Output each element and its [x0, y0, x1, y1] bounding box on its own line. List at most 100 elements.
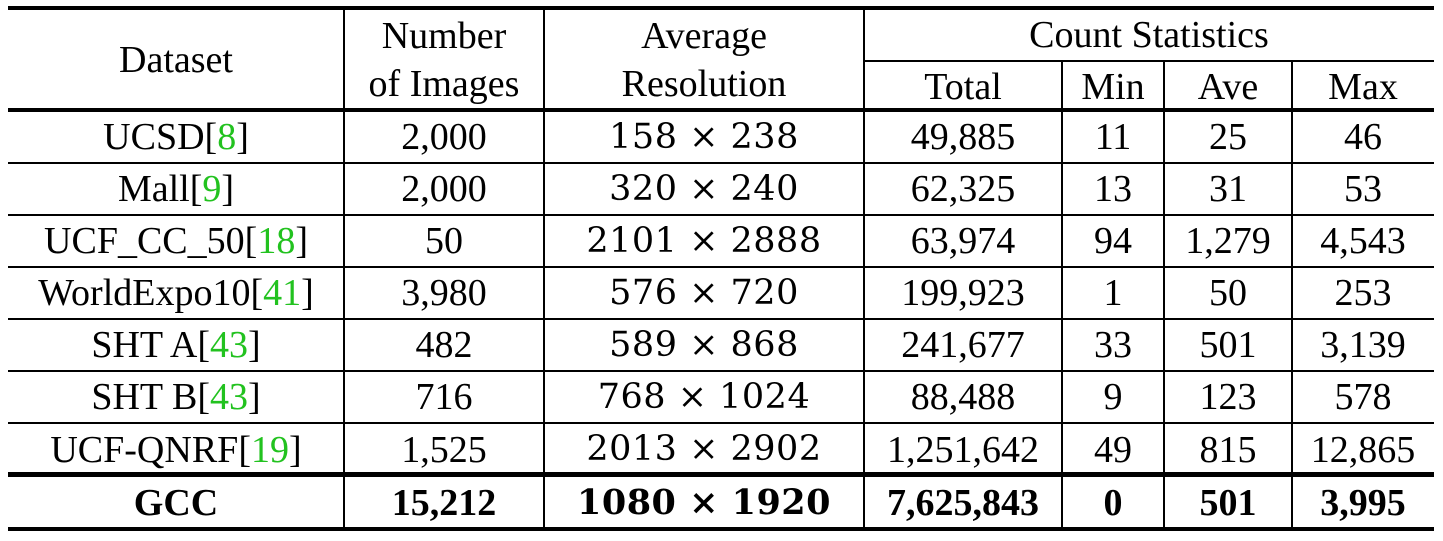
ref-close-bracket: ] — [236, 116, 249, 158]
table-rule — [8, 266, 1434, 268]
table-rule — [8, 422, 1434, 424]
count-min-value: 0 — [1103, 481, 1123, 524]
images-count-value: 482 — [415, 324, 473, 366]
average-resolution: 158 × 238 — [544, 111, 864, 163]
count-max-value: 46 — [1344, 116, 1382, 158]
images-count: 15,212 — [344, 476, 544, 529]
dataset-name: UCF_CC_50 [18] — [8, 215, 344, 267]
count-ave-value: 815 — [1199, 428, 1257, 471]
count-ave: 501 — [1164, 319, 1292, 371]
count-max-value: 3,995 — [1320, 481, 1406, 524]
count-total-value: 88,488 — [910, 376, 1016, 418]
images-count: 482 — [344, 319, 544, 371]
header-count-statistics-label: Count Statistics — [1029, 14, 1269, 56]
images-count-value: 716 — [415, 376, 473, 418]
average-resolution: 2101 × 2888 — [544, 215, 864, 267]
column-divider — [543, 8, 545, 529]
images-count: 3,980 — [344, 267, 544, 319]
average-resolution: 1080 × 1920 — [544, 476, 864, 529]
count-ave-value: 1,279 — [1185, 220, 1271, 262]
count-max-value: 578 — [1334, 376, 1392, 418]
average-resolution: 768 × 1024 — [544, 371, 864, 423]
count-min-value: 13 — [1094, 168, 1132, 210]
table-rule — [8, 472, 1434, 477]
count-max-value: 12,865 — [1310, 428, 1416, 471]
reference-link[interactable]: 19 — [250, 428, 289, 471]
count-ave: 50 — [1164, 267, 1292, 319]
images-count-value: 3,980 — [401, 272, 487, 314]
table-rule — [8, 6, 1434, 10]
count-ave-value: 31 — [1209, 168, 1247, 210]
count-max: 12,865 — [1292, 423, 1434, 476]
images-count-value: 1,525 — [401, 428, 487, 471]
average-resolution: 320 × 240 — [544, 163, 864, 215]
ref-close-bracket: ] — [295, 220, 308, 262]
header-resolution-line2: Resolution — [621, 62, 787, 105]
count-ave-value: 50 — [1209, 272, 1247, 314]
resolution-value: 1080 × 1920 — [576, 482, 832, 523]
table-rule — [8, 527, 1434, 531]
column-divider — [1163, 62, 1165, 529]
table-rule — [8, 162, 1434, 164]
gcc-dataset-name: GCC — [8, 476, 344, 529]
reference-link[interactable]: 41 — [263, 272, 302, 314]
images-count: 716 — [344, 371, 544, 423]
count-min: 13 — [1062, 163, 1164, 215]
ref-close-bracket: ] — [247, 324, 261, 366]
resolution-value: 158 × 238 — [609, 116, 799, 157]
reference-link[interactable]: 18 — [257, 220, 296, 262]
column-divider — [863, 8, 865, 529]
ref-close-bracket: ] — [301, 272, 314, 314]
header-min: Min — [1062, 62, 1164, 111]
count-total-value: 199,923 — [901, 272, 1025, 314]
count-total: 7,625,843 — [864, 476, 1062, 529]
resolution-value: 768 × 1024 — [597, 376, 811, 417]
table-rule — [864, 60, 1434, 62]
count-total: 49,885 — [864, 111, 1062, 163]
table-rule — [8, 214, 1434, 216]
column-divider — [1291, 62, 1293, 529]
header-dataset-label: Dataset — [119, 38, 233, 81]
ref-open-bracket: [ — [204, 116, 218, 158]
header-total-label: Total — [924, 65, 1002, 108]
count-min: 11 — [1062, 111, 1164, 163]
count-min: 1 — [1062, 267, 1164, 319]
count-min-value: 94 — [1094, 220, 1132, 262]
count-min-value: 9 — [1103, 376, 1123, 418]
dataset-name-text: UCF-QNRF — [50, 428, 239, 471]
count-total-value: 62,325 — [910, 168, 1016, 210]
images-count-value: 2,000 — [401, 168, 487, 210]
count-total: 199,923 — [864, 267, 1062, 319]
dataset-name-text: SHT A — [91, 324, 198, 366]
ref-open-bracket: [ — [197, 324, 210, 366]
dataset-name: UCSD [8] — [8, 111, 344, 163]
count-max: 3,995 — [1292, 476, 1434, 529]
header-max-label: Max — [1328, 65, 1398, 108]
count-total: 241,677 — [864, 319, 1062, 371]
count-total: 88,488 — [864, 371, 1062, 423]
count-min: 0 — [1062, 476, 1164, 529]
dataset-name: SHT B [43] — [8, 371, 344, 423]
header-total: Total — [864, 62, 1062, 111]
count-total: 1,251,642 — [864, 423, 1062, 476]
header-number-of-images: Number of Images — [344, 8, 544, 111]
reference-link[interactable]: 9 — [202, 168, 222, 210]
column-divider — [1061, 62, 1063, 529]
dataset-name-text: GCC — [133, 481, 219, 524]
count-ave-value: 501 — [1199, 324, 1257, 366]
images-count-value: 2,000 — [401, 116, 487, 158]
count-max: 4,543 — [1292, 215, 1434, 267]
reference-link[interactable]: 43 — [209, 324, 248, 366]
average-resolution: 2013 × 2902 — [544, 423, 864, 476]
count-min: 49 — [1062, 423, 1164, 476]
count-max: 578 — [1292, 371, 1434, 423]
count-max: 3,139 — [1292, 319, 1434, 371]
resolution-value: 2013 × 2902 — [586, 429, 822, 469]
average-resolution: 589 × 868 — [544, 319, 864, 371]
reference-link[interactable]: 43 — [209, 376, 248, 418]
reference-link[interactable]: 8 — [217, 116, 237, 158]
header-ave-label: Ave — [1197, 65, 1259, 108]
count-ave: 25 — [1164, 111, 1292, 163]
dataset-name-text: WorldExpo10 — [38, 272, 251, 314]
